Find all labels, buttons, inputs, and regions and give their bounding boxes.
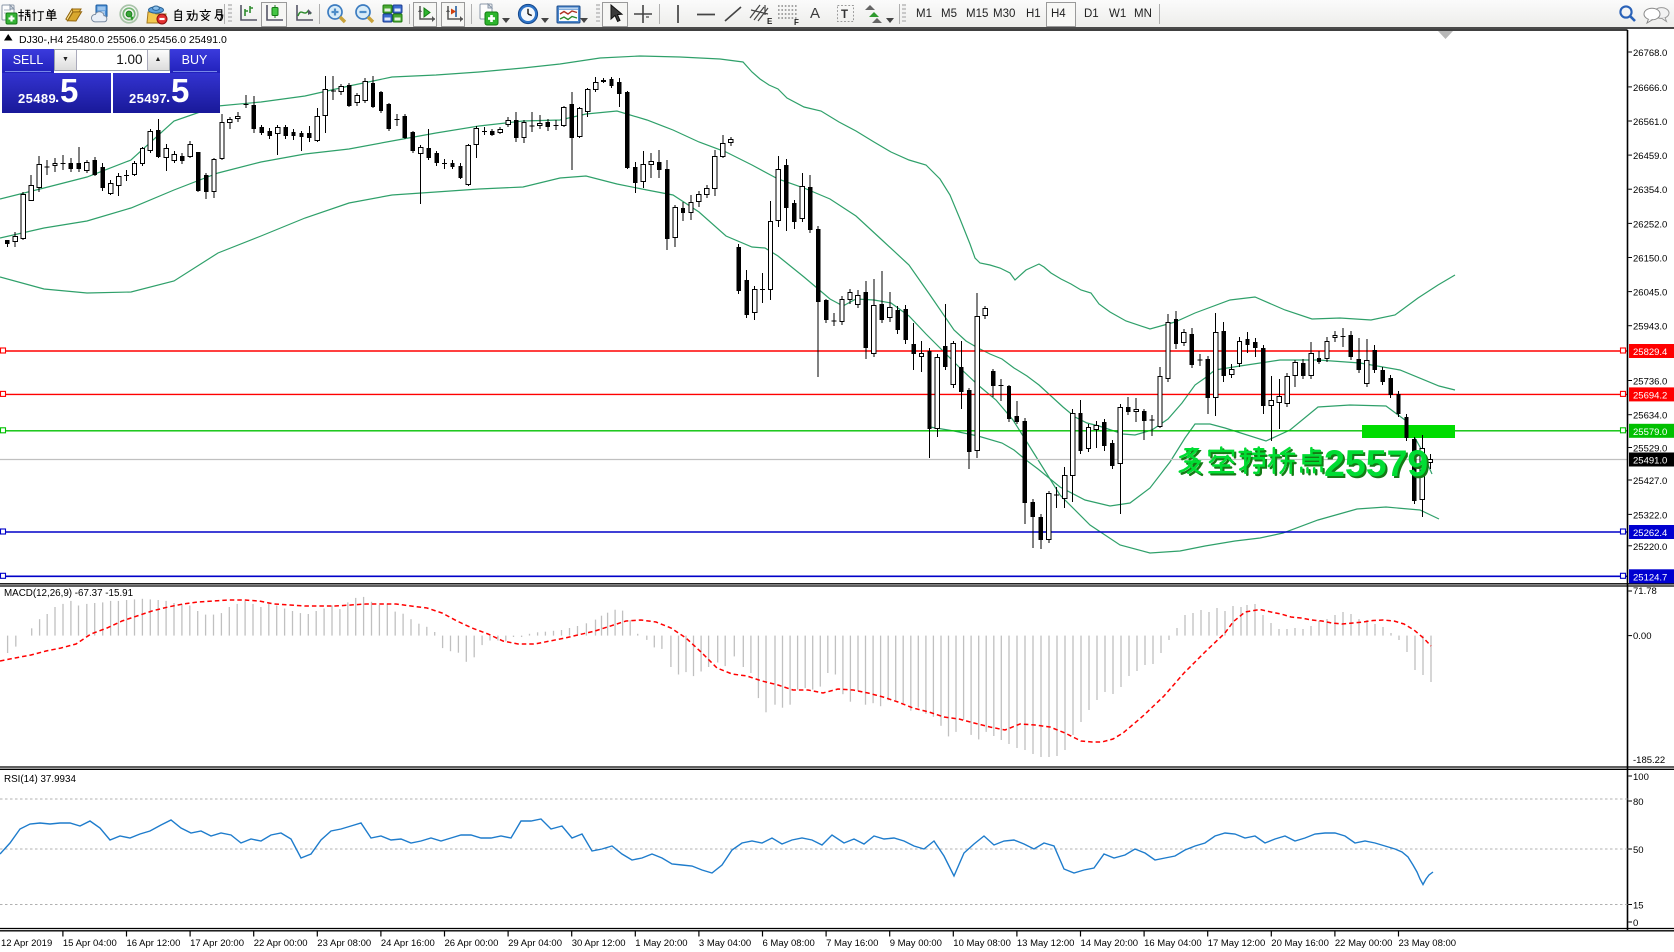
svg-text:MACD(12,26,9) -67.37 -15.91: MACD(12,26,9) -67.37 -15.91 [4,588,133,599]
svg-text:25322.0: 25322.0 [1633,510,1667,521]
svg-text:25491.0: 25491.0 [1633,456,1667,467]
svg-text:0.00: 0.00 [1633,631,1652,642]
svg-text:E: E [767,17,773,26]
svg-text:26561.0: 26561.0 [1633,117,1667,128]
svg-text:10 May 08:00: 10 May 08:00 [953,938,1011,949]
svg-text:23 May 08:00: 23 May 08:00 [1399,938,1457,949]
svg-text:25427.0: 25427.0 [1633,476,1667,487]
svg-text:23 Apr 08:00: 23 Apr 08:00 [317,938,371,949]
svg-text:T: T [841,9,848,21]
svg-text:26150.0: 26150.0 [1633,254,1667,265]
svg-text:25262.4: 25262.4 [1633,528,1667,539]
svg-text:25694.2: 25694.2 [1633,390,1667,401]
svg-text:26252.0: 26252.0 [1633,219,1667,230]
svg-text:F: F [794,18,799,26]
svg-text:7 May 16:00: 7 May 16:00 [826,938,878,949]
svg-text:50: 50 [1633,845,1644,856]
svg-text:26768.0: 26768.0 [1633,48,1667,59]
svg-text:30 Apr 12:00: 30 Apr 12:00 [572,938,626,949]
svg-text:15: 15 [1633,901,1644,912]
svg-text:25579: 25579 [1326,444,1430,486]
svg-text:100: 100 [1633,772,1649,783]
svg-text:6 May 08:00: 6 May 08:00 [763,938,815,949]
svg-text:22 Apr 00:00: 22 Apr 00:00 [254,938,308,949]
svg-text:26354.0: 26354.0 [1633,185,1667,196]
svg-text:1 May 20:00: 1 May 20:00 [635,938,687,949]
svg-text:26459.0: 26459.0 [1633,151,1667,162]
svg-text:13 May 12:00: 13 May 12:00 [1017,938,1075,949]
svg-text:12 Apr 2019: 12 Apr 2019 [1,938,52,949]
svg-text:25529.0: 25529.0 [1633,444,1667,455]
svg-text:25634.0: 25634.0 [1633,411,1667,422]
svg-text:25220.0: 25220.0 [1633,542,1667,553]
svg-text:17 Apr 20:00: 17 Apr 20:00 [190,938,244,949]
svg-text:71.78: 71.78 [1633,586,1657,597]
svg-text:17 May 12:00: 17 May 12:00 [1208,938,1266,949]
svg-text:29 Apr 04:00: 29 Apr 04:00 [508,938,562,949]
svg-text:3 May 04:00: 3 May 04:00 [699,938,751,949]
svg-text:25579.0: 25579.0 [1633,427,1667,438]
svg-text:20 May 16:00: 20 May 16:00 [1271,938,1329,949]
svg-text:25124.7: 25124.7 [1633,572,1667,583]
svg-text:RSI(14) 37.9934: RSI(14) 37.9934 [4,774,76,785]
svg-text:16 Apr 12:00: 16 Apr 12:00 [127,938,181,949]
svg-text:15 Apr 04:00: 15 Apr 04:00 [63,938,117,949]
svg-text:25579: 25579 [1324,442,1428,484]
svg-text:26045.0: 26045.0 [1633,288,1667,299]
svg-text:80: 80 [1633,797,1644,808]
svg-text:9 May 00:00: 9 May 00:00 [890,938,942,949]
svg-text:25829.4: 25829.4 [1633,347,1667,358]
svg-text:25736.0: 25736.0 [1633,377,1667,388]
svg-text:26666.0: 26666.0 [1633,83,1667,94]
svg-text:0: 0 [1633,918,1638,929]
svg-text:22 May 00:00: 22 May 00:00 [1335,938,1393,949]
svg-text:25943.0: 25943.0 [1633,322,1667,333]
svg-text:16 May 04:00: 16 May 04:00 [1144,938,1202,949]
svg-text:24 Apr 16:00: 24 Apr 16:00 [381,938,435,949]
svg-text:14 May 20:00: 14 May 20:00 [1081,938,1139,949]
svg-text:26 Apr 00:00: 26 Apr 00:00 [445,938,499,949]
svg-text:-185.22: -185.22 [1633,755,1665,766]
svg-text:DJ30-,H4 25480.0 25506.0 2545: DJ30-,H4 25480.0 25506.0 25456.0 25491.0 [19,34,227,46]
